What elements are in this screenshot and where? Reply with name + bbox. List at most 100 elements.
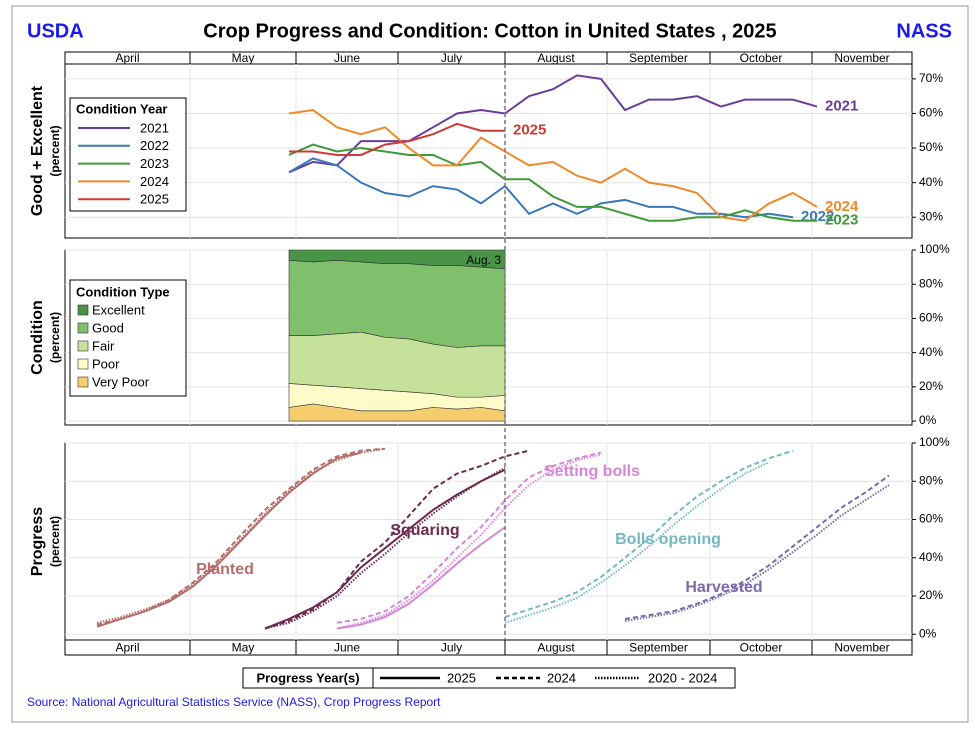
legend-label: 2023: [140, 156, 169, 171]
y-axis-label: Progress: [29, 507, 46, 576]
legend-label: 2025: [140, 192, 169, 207]
y-tick-label: 70%: [919, 71, 943, 85]
progress-line: [336, 526, 506, 630]
y-tick-label: 0%: [919, 413, 937, 427]
month-label: April: [115, 641, 139, 655]
legend-label: 2024: [140, 174, 169, 189]
y-axis-unit: (percent): [48, 516, 62, 567]
y-tick-label: 100%: [919, 435, 950, 449]
panel: [64, 63, 913, 239]
legend-title: Progress Year(s): [256, 670, 359, 685]
y-tick-label: 100%: [919, 242, 950, 256]
month-label: July: [441, 51, 462, 65]
month-label: April: [115, 51, 139, 65]
y-axis-unit: (percent): [48, 312, 62, 363]
y-tick-label: 50%: [919, 140, 943, 154]
y-tick-label: 60%: [919, 311, 943, 325]
agency-right: NASS: [896, 20, 952, 42]
month-label: October: [740, 51, 783, 65]
progress-line: [624, 484, 890, 622]
date-marker-label: Aug. 3: [466, 253, 501, 267]
y-tick-label: 80%: [919, 473, 943, 487]
y-tick-label: 0%: [919, 626, 937, 640]
y-tick-label: 80%: [919, 276, 943, 290]
y-tick-label: 40%: [919, 175, 943, 189]
legend-label: Poor: [92, 356, 120, 371]
month-label: May: [232, 51, 255, 65]
stage-label: Harvested: [685, 579, 762, 596]
stage-label: Squaring: [390, 522, 459, 539]
month-label: August: [537, 51, 575, 65]
month-label: May: [232, 641, 255, 655]
legend-label: Good: [92, 320, 124, 335]
area-segment: [288, 259, 506, 348]
progress-line: [264, 468, 506, 630]
progress-line: [504, 461, 770, 624]
legend-label: Excellent: [92, 302, 145, 317]
series-line: [289, 122, 505, 156]
y-axis-label: Condition: [29, 300, 46, 375]
month-label: October: [740, 641, 783, 655]
agency-left: USDA: [27, 20, 84, 42]
legend-swatch: [77, 304, 89, 316]
month-label: June: [334, 51, 360, 65]
stage-label: Setting bolls: [544, 463, 640, 480]
legend-title-box: [242, 667, 374, 689]
progress-line: [96, 451, 362, 628]
y-tick-label: 40%: [919, 345, 943, 359]
y-tick-label: 20%: [919, 379, 943, 393]
source: Source: National Agricultural Statistics…: [27, 695, 441, 709]
progress-line: [504, 449, 794, 619]
y-tick-label: 40%: [919, 550, 943, 564]
legend-label: Very Poor: [92, 374, 150, 389]
series-line: [288, 108, 818, 222]
series-end-label: 2024: [825, 198, 859, 215]
legend-box: [69, 97, 187, 212]
legend-label: 2021: [140, 120, 169, 135]
panel: [64, 442, 913, 641]
month-label: June: [334, 641, 360, 655]
progress-line: [264, 466, 506, 630]
legend-label: 2020 - 2024: [648, 670, 717, 685]
y-tick-label: 60%: [919, 512, 943, 526]
stage-label: Planted: [196, 561, 254, 578]
series-line: [288, 143, 817, 222]
y-tick-label: 60%: [919, 106, 943, 120]
legend-label: 2025: [447, 670, 476, 685]
legend-title: Condition Type: [76, 284, 170, 299]
legend-title: Condition Year: [76, 101, 168, 116]
legend-swatch: [77, 358, 89, 370]
y-axis-label: Good + Excellent: [29, 85, 46, 216]
month-band: [64, 51, 913, 65]
month-band: [64, 639, 913, 656]
progress-line: [96, 447, 386, 626]
y-tick-label: 20%: [919, 588, 943, 602]
legend-label: 2024: [547, 670, 576, 685]
progress-line: [264, 449, 530, 630]
legend-swatch: [77, 322, 89, 334]
month-label: July: [441, 641, 462, 655]
month-label: November: [834, 641, 889, 655]
legend-swatch: [77, 340, 89, 352]
series-line: [288, 74, 818, 174]
y-axis-unit: (percent): [48, 125, 62, 176]
progress-line: [336, 453, 602, 630]
series-end-label: 2023: [825, 212, 858, 229]
month-label: August: [537, 641, 575, 655]
y-tick-label: 30%: [919, 209, 943, 223]
progress-line: [624, 474, 890, 620]
month-label: September: [629, 641, 688, 655]
legend-label: 2022: [140, 138, 169, 153]
progress-line: [336, 451, 602, 624]
month-label: September: [629, 51, 688, 65]
series-end-label: 2025: [513, 122, 546, 139]
stage-label: Bolls opening: [615, 531, 721, 548]
series-line: [288, 157, 794, 219]
month-label: November: [834, 51, 889, 65]
series-end-label: 2021: [825, 98, 858, 115]
legend-label: Fair: [92, 338, 115, 353]
legend-box: [69, 279, 187, 397]
legend-swatch: [77, 376, 89, 388]
chart-title: Crop Progress and Condition: Cotton in U…: [203, 20, 776, 42]
